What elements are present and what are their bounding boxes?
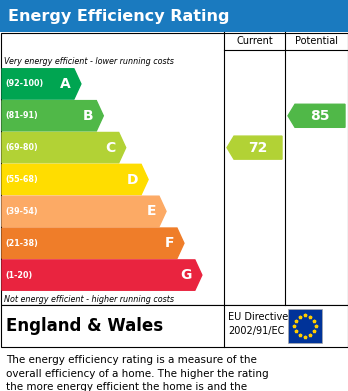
Text: D: D xyxy=(127,172,138,187)
Text: 85: 85 xyxy=(310,109,329,123)
Polygon shape xyxy=(288,104,345,127)
Text: (1-20): (1-20) xyxy=(5,271,32,280)
Text: F: F xyxy=(165,236,174,250)
Text: Not energy efficient - higher running costs: Not energy efficient - higher running co… xyxy=(4,294,174,303)
Text: Current: Current xyxy=(236,36,273,46)
Polygon shape xyxy=(2,260,202,290)
Text: E: E xyxy=(147,204,156,218)
Text: Very energy efficient - lower running costs: Very energy efficient - lower running co… xyxy=(4,57,174,66)
Text: EU Directive: EU Directive xyxy=(228,312,288,322)
Text: The energy efficiency rating is a measure of the
overall efficiency of a home. T: The energy efficiency rating is a measur… xyxy=(6,355,269,391)
Text: (81-91): (81-91) xyxy=(5,111,38,120)
Bar xyxy=(288,309,322,343)
Text: (39-54): (39-54) xyxy=(5,207,38,216)
Bar xyxy=(0,32,348,305)
Polygon shape xyxy=(2,69,81,99)
Bar xyxy=(0,305,348,347)
Polygon shape xyxy=(227,136,282,159)
Polygon shape xyxy=(2,228,184,258)
Text: Energy Efficiency Rating: Energy Efficiency Rating xyxy=(8,9,229,23)
Text: A: A xyxy=(60,77,71,91)
Text: G: G xyxy=(181,268,192,282)
Text: England & Wales: England & Wales xyxy=(6,317,163,335)
Polygon shape xyxy=(2,133,126,163)
Polygon shape xyxy=(2,164,148,195)
Text: (21-38): (21-38) xyxy=(5,239,38,248)
Text: Potential: Potential xyxy=(295,36,338,46)
Polygon shape xyxy=(2,196,166,226)
Text: B: B xyxy=(83,109,93,123)
Text: (69-80): (69-80) xyxy=(5,143,38,152)
Bar xyxy=(0,0,348,32)
Text: 72: 72 xyxy=(248,141,267,155)
Text: (92-100): (92-100) xyxy=(5,79,43,88)
Text: 2002/91/EC: 2002/91/EC xyxy=(228,326,284,336)
Polygon shape xyxy=(2,100,103,131)
Text: C: C xyxy=(105,141,116,155)
Text: (55-68): (55-68) xyxy=(5,175,38,184)
